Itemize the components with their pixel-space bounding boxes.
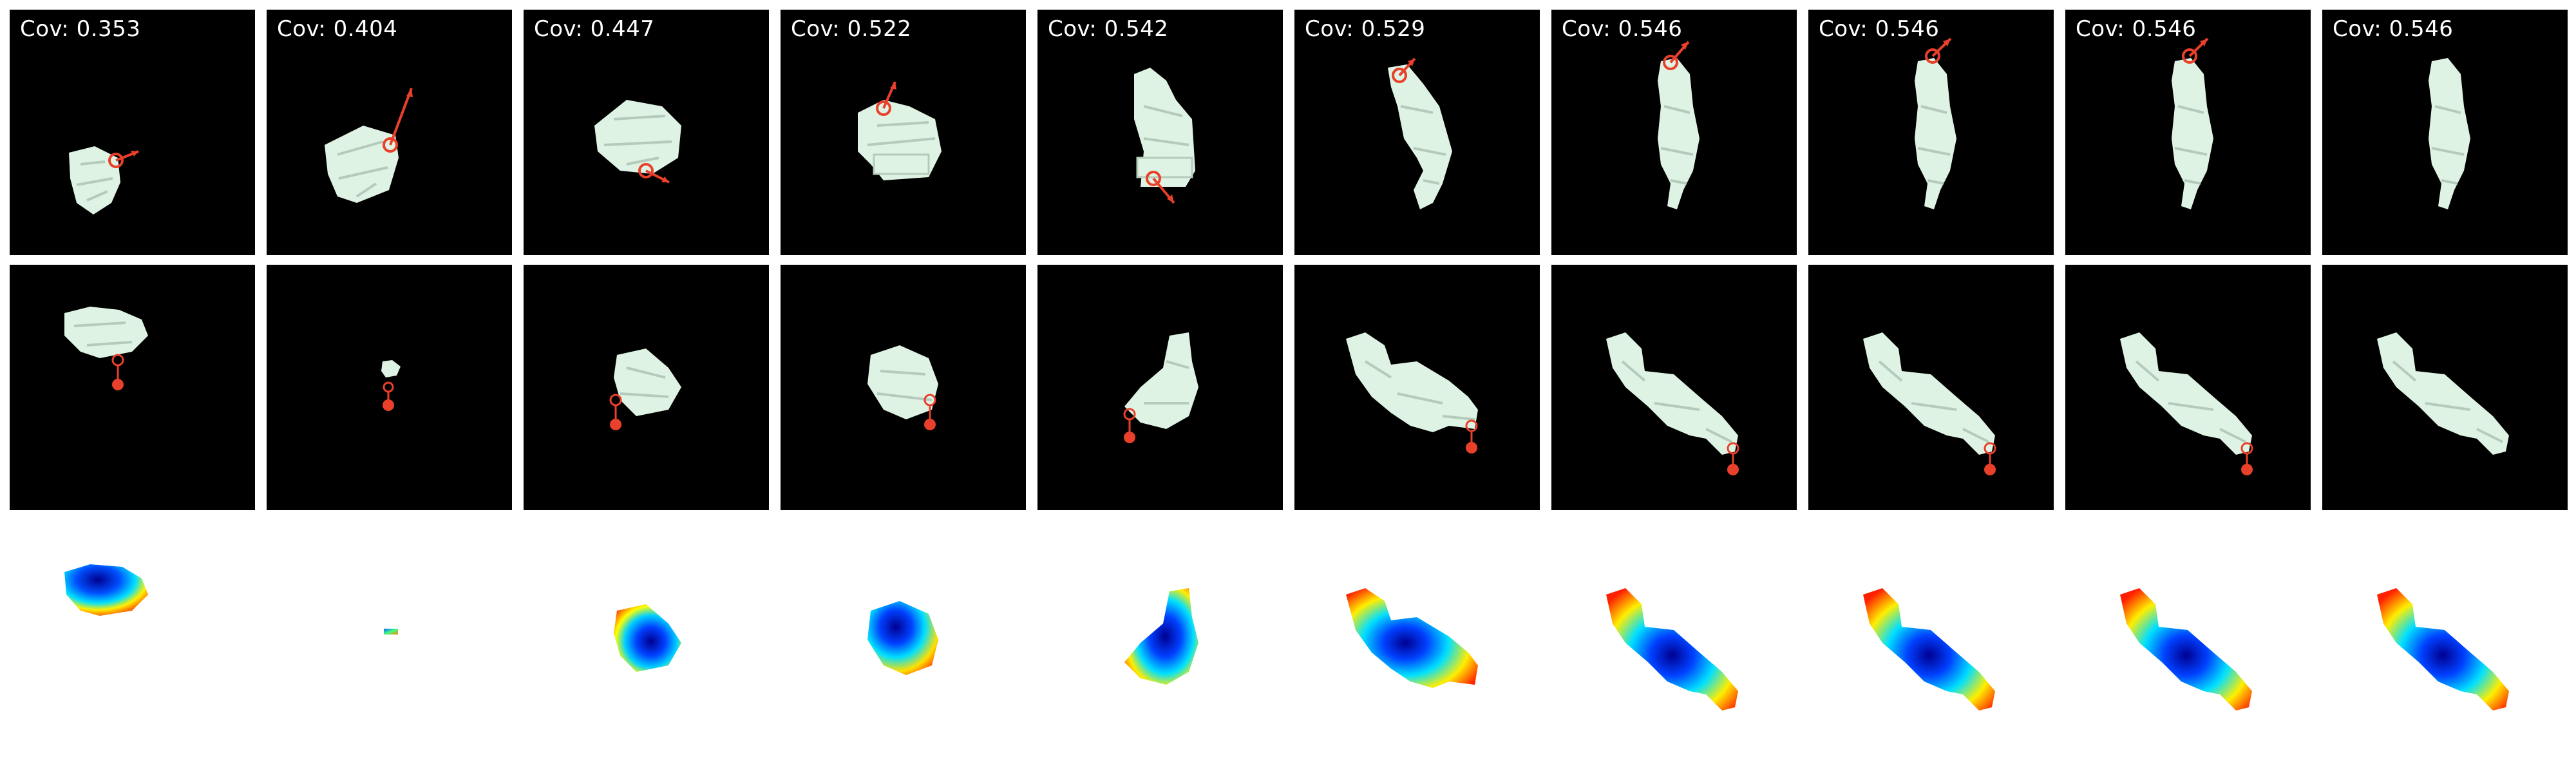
top-view-panel-7: Cov: 0.546 [1551, 10, 1797, 255]
coverage-label-8: Cov: 0.546 [1819, 16, 1940, 42]
side-view-panel-6 [1294, 265, 1540, 510]
depth-map-10 [2322, 520, 2568, 766]
coverage-label-9: Cov: 0.546 [2076, 16, 2197, 42]
top-view-render-4 [858, 81, 942, 180]
depth-heatmap-8 [1863, 588, 1995, 711]
top-view-render-1 [69, 146, 139, 215]
side-view-render-1 [64, 307, 148, 390]
side-view-render-5 [1123, 332, 1198, 443]
depth-heatmap-10 [2377, 588, 2509, 711]
coverage-label-7: Cov: 0.546 [1562, 16, 1683, 42]
top-view-panel-6: Cov: 0.529 [1294, 10, 1540, 255]
depth-heatmap-7 [1606, 588, 1738, 711]
side-view-panel-1 [10, 265, 255, 510]
coverage-label-3: Cov: 0.447 [534, 16, 655, 42]
depth-heatmap-1 [64, 564, 148, 616]
top-view-render-9 [2172, 37, 2213, 209]
side-view-render-2 [381, 360, 401, 411]
side-view-render-6 [1346, 332, 1478, 453]
side-view-panel-2 [267, 265, 512, 510]
side-view-render-4 [867, 345, 938, 430]
depth-heatmap-4 [867, 601, 938, 675]
top-view-render-2 [325, 88, 413, 203]
coverage-label-1: Cov: 0.353 [20, 16, 141, 42]
top-view-panel-1: Cov: 0.353 [10, 10, 255, 255]
depth-map-8 [1808, 520, 2054, 766]
top-view-render-3 [594, 100, 681, 184]
top-view-panel-2: Cov: 0.404 [267, 10, 512, 255]
top-view-panel-9: Cov: 0.546 [2065, 10, 2311, 255]
top-view-render-6 [1388, 57, 1452, 209]
coverage-label-5: Cov: 0.542 [1048, 16, 1169, 42]
top-view-render-8 [1915, 37, 1956, 209]
side-view-panel-3 [524, 265, 769, 510]
side-view-panel-9 [2065, 265, 2311, 510]
side-view-render-3 [609, 348, 681, 430]
side-view-panel-8 [1808, 265, 2054, 510]
side-view-render-10 [2377, 332, 2509, 455]
top-view-render-7 [1658, 41, 1700, 209]
side-view-panel-5 [1037, 265, 1283, 510]
side-view-panel-7 [1551, 265, 1797, 510]
depth-map-5 [1037, 520, 1283, 766]
depth-heatmap-2 [384, 629, 398, 635]
top-view-panel-8: Cov: 0.546 [1808, 10, 2054, 255]
depth-heatmap-5 [1124, 588, 1198, 685]
depth-map-2 [267, 520, 512, 766]
top-view-render-5 [1134, 68, 1195, 204]
top-view-render-10 [2429, 58, 2470, 209]
depth-map-3 [524, 520, 769, 766]
top-view-panel-4: Cov: 0.522 [781, 10, 1026, 255]
depth-map-7 [1551, 520, 1797, 766]
depth-heatmap-9 [2120, 588, 2252, 711]
side-view-render-8 [1863, 332, 1996, 475]
depth-map-4 [781, 520, 1026, 766]
side-view-render-9 [2120, 332, 2253, 475]
coverage-label-6: Cov: 0.529 [1305, 16, 1426, 42]
top-view-panel-3: Cov: 0.447 [524, 10, 769, 255]
top-view-panel-5: Cov: 0.542 [1037, 10, 1283, 255]
side-view-panel-4 [781, 265, 1026, 510]
depth-heatmap-6 [1346, 588, 1478, 688]
side-view-render-7 [1606, 332, 1739, 475]
top-view-panel-10: Cov: 0.546 [2322, 10, 2568, 255]
coverage-label-4: Cov: 0.522 [791, 16, 912, 42]
depth-map-6 [1294, 520, 1540, 766]
coverage-label-10: Cov: 0.546 [2333, 16, 2454, 42]
depth-heatmap-3 [614, 604, 681, 672]
coverage-label-2: Cov: 0.404 [277, 16, 398, 42]
side-view-panel-10 [2322, 265, 2568, 510]
depth-map-1 [10, 520, 255, 766]
depth-map-9 [2065, 520, 2311, 766]
